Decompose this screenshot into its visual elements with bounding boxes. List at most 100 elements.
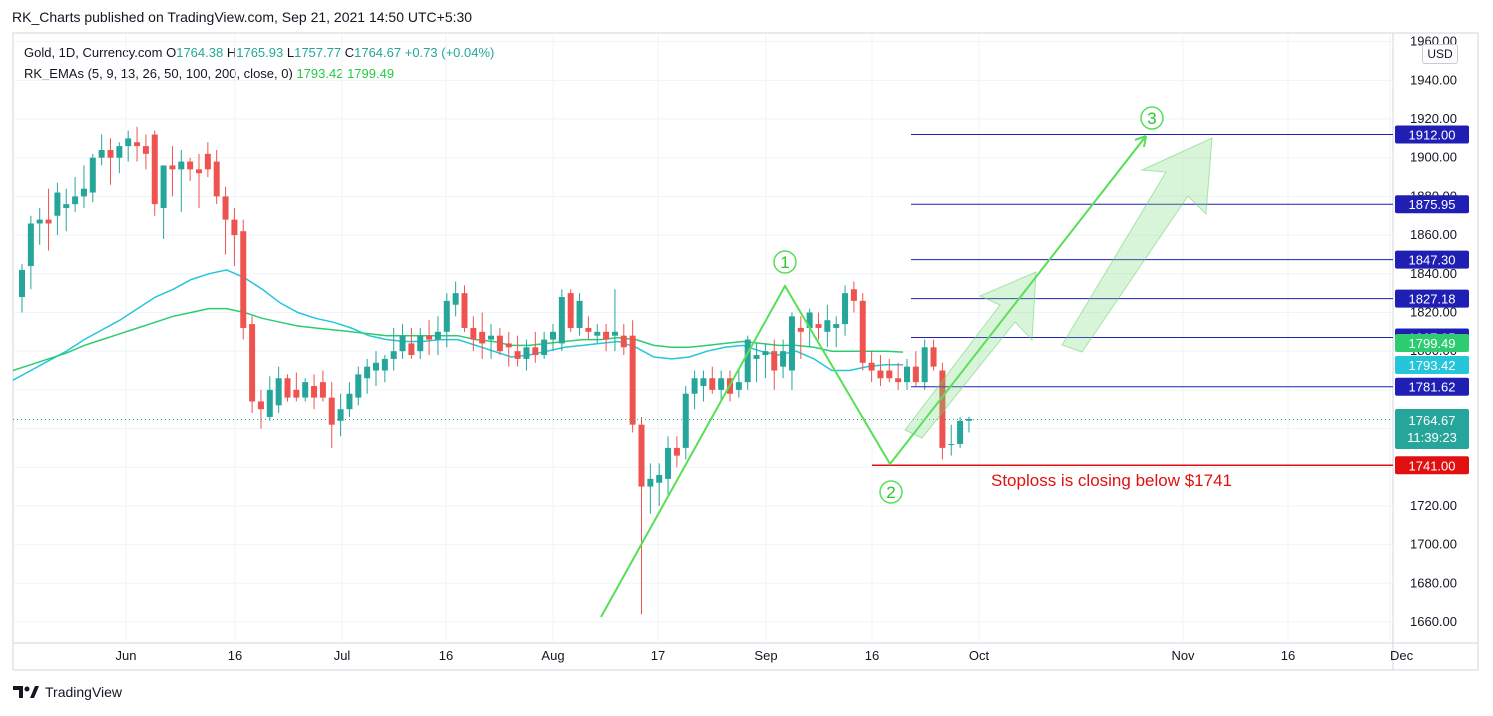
- candle-body: [514, 351, 521, 359]
- candle-body: [434, 331, 441, 340]
- candle-body: [735, 382, 742, 390]
- ema-fast-price-label-bg: [1395, 356, 1469, 374]
- candle-body: [541, 339, 548, 356]
- candle-body: [496, 335, 503, 352]
- candle-body: [532, 347, 539, 356]
- candle-body: [19, 269, 25, 298]
- candle-body: [196, 169, 202, 174]
- candle-body: [479, 331, 486, 344]
- open-label: O: [166, 45, 177, 60]
- candle-body: [328, 397, 335, 425]
- candle-body: [80, 188, 87, 197]
- ema-line-2: [12, 307, 904, 372]
- target-price-label-bg: [1395, 125, 1469, 144]
- current-price-label: 1764.67: [1409, 413, 1456, 428]
- candle-body: [204, 153, 211, 170]
- low-value: 1757.77: [294, 45, 342, 60]
- high-label: H: [226, 45, 237, 60]
- high-value: 1765.93: [236, 45, 284, 60]
- candle-body: [912, 366, 919, 383]
- candle-body: [806, 312, 813, 328]
- candle-body: [780, 351, 787, 367]
- ema-slow-price-label-bg: [1395, 334, 1469, 352]
- candle-body: [868, 362, 875, 371]
- price-axis-tick: 1680.00: [1410, 575, 1457, 590]
- price-axis-tick: 1720.00: [1410, 498, 1457, 513]
- candle-body: [656, 474, 663, 483]
- time-axis-tick: Sep: [754, 648, 777, 663]
- target-price-label: 1827.18: [1409, 292, 1456, 307]
- target-price-label-bg: [1395, 289, 1469, 308]
- currency-button[interactable]: USD: [1422, 44, 1458, 64]
- candle-body: [373, 362, 379, 371]
- candle-body: [160, 165, 167, 209]
- candle-body: [842, 293, 849, 325]
- target-price-label: 1912.00: [1409, 128, 1456, 143]
- candle-body: [904, 366, 910, 383]
- candle-body: [523, 347, 530, 359]
- candle-body: [771, 351, 778, 371]
- candle-body: [222, 196, 229, 220]
- candle-body: [89, 157, 96, 193]
- candle-body: [284, 378, 291, 398]
- price-axis-tick: 1860.00: [1410, 227, 1457, 242]
- time-axis-tick: 16: [228, 648, 242, 663]
- stoploss-annotation: Stoploss is closing below $1741: [991, 471, 1232, 490]
- symbol-legend: Gold, 1D, Currency.com O1764.38 H1765.93…: [24, 45, 494, 60]
- candle-body: [275, 378, 282, 406]
- wave-label-3: 3: [1147, 109, 1156, 128]
- candle-body: [151, 134, 158, 205]
- indicator-legend: RK_EMAs (5, 9, 13, 26, 50, 100, 200, clo…: [24, 66, 394, 81]
- wave-label-circle-1: [773, 250, 797, 274]
- candle-body: [381, 358, 388, 371]
- countdown-label: 11:39:23: [1407, 430, 1457, 445]
- current-price-label-bg: [1395, 409, 1469, 449]
- time-axis-tick: Jun: [116, 648, 137, 663]
- candle-body: [744, 339, 751, 383]
- candle-body: [169, 165, 176, 170]
- candle-body: [611, 331, 618, 336]
- price-axis-tick: 1940.00: [1410, 72, 1457, 87]
- candle-body: [709, 378, 716, 390]
- publish-caption: RK_Charts published on TradingView.com, …: [12, 9, 473, 25]
- candle-body: [824, 320, 831, 332]
- candle-body: [647, 478, 654, 487]
- candle-body: [762, 351, 769, 356]
- candle-body: [505, 343, 512, 348]
- candle-body: [36, 219, 43, 224]
- indicator-name[interactable]: RK_EMAs (5, 9, 13, 26, 50, 100, 200, clo…: [24, 66, 293, 81]
- candle-body: [886, 370, 893, 379]
- candle-body: [859, 300, 866, 363]
- symbol-name[interactable]: Gold, 1D, Currency.com: [24, 45, 163, 60]
- candle-body: [63, 204, 70, 209]
- ema-line-1: [12, 269, 903, 381]
- candle-body: [965, 418, 972, 421]
- candle-body: [213, 161, 220, 197]
- open-value: 1764.38: [176, 45, 224, 60]
- candle-body: [629, 335, 636, 425]
- candle-body: [576, 300, 583, 328]
- candle-body: [98, 149, 105, 158]
- time-axis-tick: Aug: [541, 648, 564, 663]
- time-axis-tick: 17: [651, 648, 665, 663]
- candle-body: [939, 370, 946, 448]
- candle-body: [257, 401, 264, 410]
- price-axis-tick: 1660.00: [1410, 614, 1457, 629]
- ema-value-1: 1793.42: [296, 66, 344, 81]
- candle-body: [134, 142, 141, 147]
- time-axis-tick: 16: [439, 648, 453, 663]
- target-price-label: 1781.62: [1409, 380, 1456, 395]
- candle-body: [443, 300, 450, 332]
- low-label: L: [286, 45, 295, 60]
- candle-body: [673, 447, 680, 456]
- candle-body: [594, 331, 601, 336]
- wave-label-circle-3: [1140, 106, 1164, 130]
- candle-body: [364, 366, 371, 379]
- candle-body: [319, 382, 326, 398]
- target-price-label-bg: [1395, 377, 1469, 396]
- candle-body: [895, 378, 902, 383]
- candle-body: [930, 347, 937, 367]
- candle-body: [877, 370, 884, 379]
- tradingview-brand[interactable]: TradingView: [13, 684, 122, 700]
